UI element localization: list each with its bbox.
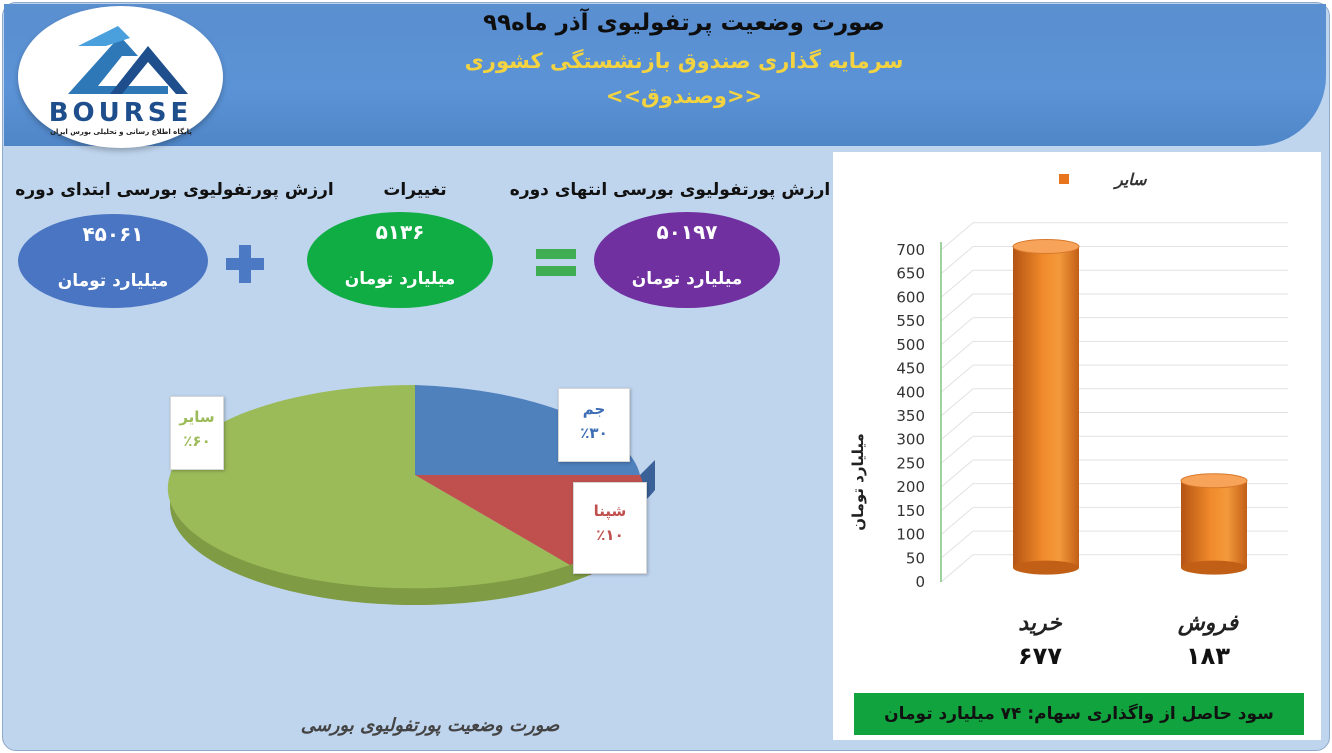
gridline-diag [940,340,974,369]
gridline-diag [940,364,974,393]
end-value-ellipse: ۵۰۱۹۷ میلیارد تومان [594,212,780,308]
pie-label-shepna-name: شپنا [593,502,627,520]
gridline-diag [940,293,974,322]
gridline-diag [940,246,974,275]
y-tick-label: 550 [896,312,925,330]
gridline-diag [940,412,974,441]
y-tick-label: 650 [896,265,925,283]
plus-icon-bar [226,258,264,270]
logo-wordmark: BOURSE [48,98,193,128]
legend-swatch [1059,174,1069,184]
pie-label-other: سایر ٪۶۰ [170,396,224,470]
bar-chart-panel: 0 50 100 150 200 250 300 350 400 450 500 550 600 650 7… [833,152,1321,740]
start-value-unit: میلیارد تومان [57,271,169,291]
change-unit: میلیارد تومان [344,269,456,289]
y-tick-label: 150 [896,502,925,520]
pie-caption: صورت وضعیت پورتفولیوی بورسی [300,715,560,736]
start-value-ellipse: ۴۵۰۶۱ میلیارد تومان [18,214,208,308]
y-tick-label: 350 [896,407,925,425]
bar-buy [1013,246,1079,568]
gridline-diag [940,317,974,346]
bar-top-cap [1180,473,1248,489]
gridline-diag [940,269,974,298]
y-tick-label: 100 [896,526,925,544]
y-tick-label: 600 [896,288,925,306]
end-value-label: ارزش پورتفولیوی بورسی انتهای دوره [509,180,831,200]
category-value-label: ۶۷۷ [1018,642,1062,670]
logo-subtitle: پایگاه اطلاع رسانی و تحلیلی بورس ایران [50,128,192,136]
gridline-diag [940,222,974,251]
page-subtitle: سرمایه گذاری صندوق بازنشستگی کشوری [464,49,904,73]
gridline-diag [940,459,974,488]
pie-label-jam: جم ٪۳۰ [558,388,630,462]
equals-icon [536,249,576,259]
bar-sell [1181,480,1247,568]
trade-bar-chart: 0 50 100 150 200 250 300 350 400 450 500 550 600 650 7… [849,170,1288,670]
y-tick-label: 50 [906,549,925,567]
end-value-unit: میلیارد تومان [631,269,743,289]
gridline-diag [940,483,974,512]
y-tick-label: 200 [896,478,925,496]
legend-label: سایر [1112,170,1147,190]
y-tick-label: 0 [915,573,925,591]
pie-label-jam-name: جم [582,400,606,418]
bar-top-cap [1012,239,1080,255]
y-tick-label: 250 [896,454,925,472]
header-banner: صورت وضعیت پرتفولیوی آذر ماه۹۹ سرمایه گذ… [4,4,1326,146]
pie-label-shepna: شپنا ٪۱۰ [573,482,647,574]
y-tick-label: 700 [896,241,925,259]
change-ellipse: ۵۱۳۶ میلیارد تومان [307,212,493,308]
start-value: ۴۵۰۶۱ [82,222,144,246]
category-label: فروش [1177,611,1240,636]
logo-reflection [40,152,190,166]
gridline-diag [940,435,974,464]
pie-label-other-name: سایر [179,408,215,426]
y-axis-label: میلیارد تومان [849,433,867,531]
gridline-diag [940,388,974,417]
start-value-label: ارزش پورتفولیوی بورسی ابتدای دوره [15,180,334,200]
gridline-diag [940,530,974,559]
change-value: ۵۱۳۶ [375,220,425,244]
gridline-diag [940,554,974,583]
gridline-diag [940,506,974,535]
category-label: خرید [1018,611,1063,636]
bar-bottom-cap [1013,560,1079,575]
logo-mark-icon [68,26,188,94]
end-value: ۵۰۱۹۷ [656,220,718,244]
category-value-label: ۱۸۳ [1186,642,1230,670]
profit-banner: سود حاصل از واگذاری سهام: ۷۴ میلیارد توم… [854,693,1304,735]
equals-icon-bar [536,266,576,276]
change-label: تغییرات [383,180,447,200]
pie-label-other-percent: ٪۶۰ [183,432,211,450]
y-tick-label: 500 [896,336,925,354]
bar-bottom-cap [1181,560,1247,575]
bourse-logo: BOURSE پایگاه اطلاع رسانی و تحلیلی بورس … [18,6,223,148]
y-tick-label: 400 [896,383,925,401]
y-tick-label: 450 [896,360,925,378]
pie-label-shepna-percent: ٪۱۰ [596,526,624,544]
y-tick-label: 300 [896,431,925,449]
fund-name: <<وصندوق>> [605,84,763,108]
pie-label-jam-percent: ٪۳۰ [580,424,608,442]
page-title: صورت وضعیت پرتفولیوی آذر ماه۹۹ [483,10,885,36]
pie-slice-other [167,384,570,589]
